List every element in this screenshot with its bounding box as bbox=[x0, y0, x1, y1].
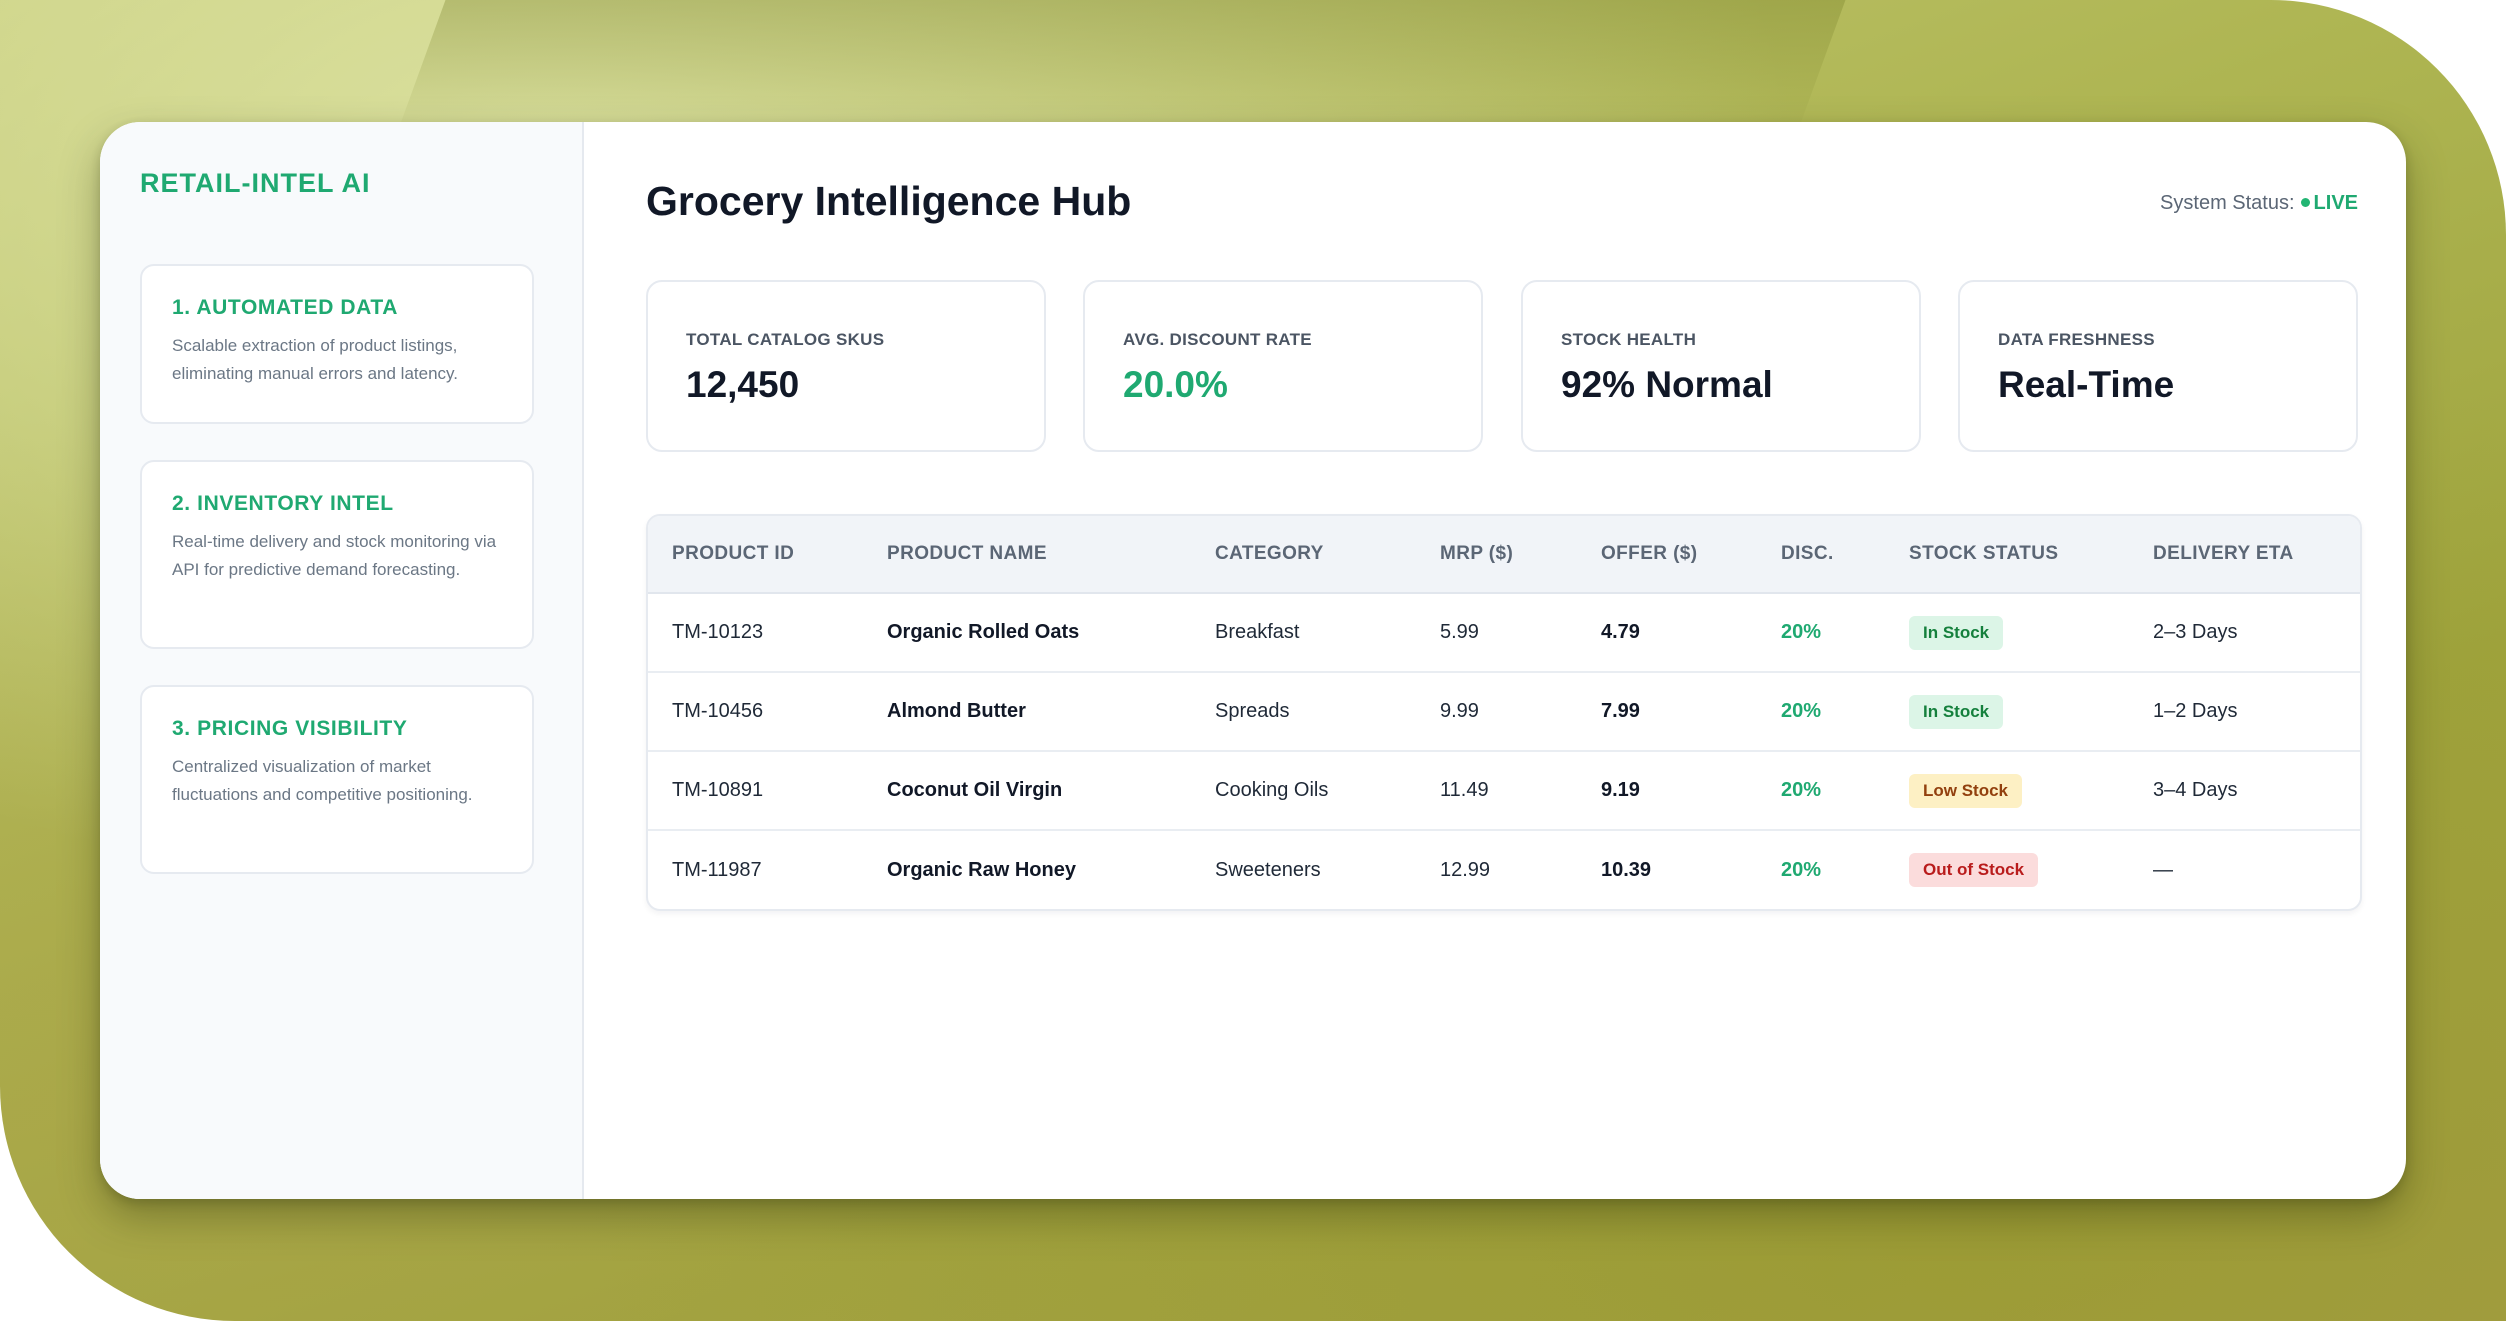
status-badge: In Stock bbox=[1909, 615, 2004, 650]
kpi-value: Real-Time bbox=[1998, 364, 2175, 405]
cell-offer: 10.39 bbox=[1577, 829, 1757, 909]
column-header-mrp[interactable]: MRP ($) bbox=[1416, 516, 1577, 594]
kpi-label: AVG. DISCOUNT RATE bbox=[1123, 330, 1312, 349]
product-table: PRODUCT ID PRODUCT NAME CATEGORY MRP ($)… bbox=[646, 514, 2362, 911]
kpi-label: STOCK HEALTH bbox=[1561, 330, 1697, 349]
sidebar-card-title: 2. INVENTORY INTEL bbox=[172, 492, 394, 515]
cell-delivery-eta: 1–2 Days bbox=[2129, 671, 2360, 751]
cell-stock-status: Low Stock bbox=[1885, 750, 2129, 830]
live-dot-icon bbox=[2300, 197, 2310, 207]
sidebar-card-description: Scalable extraction of product listings,… bbox=[172, 336, 458, 383]
cell-product-id: TM-10456 bbox=[648, 671, 863, 751]
column-header-stock-status[interactable]: STOCK STATUS bbox=[1885, 516, 2129, 594]
cell-category: Cooking Oils bbox=[1191, 750, 1416, 830]
status-badge: Out of Stock bbox=[1909, 853, 2039, 887]
sidebar: RETAIL-INTEL AI 1. AUTOMATED DATA Scalab… bbox=[100, 122, 584, 1199]
cell-category: Spreads bbox=[1191, 671, 1416, 751]
cell-category: Sweeteners bbox=[1191, 829, 1416, 909]
table-row[interactable]: TM-11987 Organic Raw Honey Sweeteners 12… bbox=[648, 829, 2360, 909]
cell-delivery-eta: 3–4 Days bbox=[2129, 750, 2360, 830]
cell-mrp: 12.99 bbox=[1416, 829, 1577, 909]
table-row[interactable]: TM-10891 Coconut Oil Virgin Cooking Oils… bbox=[648, 750, 2360, 830]
page-title: Grocery Intelligence Hub bbox=[646, 178, 1132, 224]
sidebar-card-pricing-visibility: 3. PRICING VISIBILITY Centralized visual… bbox=[140, 685, 534, 874]
cell-discount: 20% bbox=[1757, 750, 1885, 830]
table-header-row: PRODUCT ID PRODUCT NAME CATEGORY MRP ($)… bbox=[648, 516, 2360, 594]
brand-logo-text[interactable]: RETAIL-INTEL AI bbox=[140, 168, 371, 198]
table-row[interactable]: TM-10123 Organic Rolled Oats Breakfast 5… bbox=[648, 593, 2360, 672]
sidebar-card-description: Centralized visualization of market fluc… bbox=[172, 757, 473, 804]
cell-discount: 20% bbox=[1757, 829, 1885, 909]
sidebar-card-automated-data: 1. AUTOMATED DATA Scalable extraction of… bbox=[140, 264, 534, 424]
cell-product-id: TM-10123 bbox=[672, 621, 764, 643]
cell-product-name: Organic Raw Honey bbox=[863, 829, 1191, 909]
column-header-category[interactable]: CATEGORY bbox=[1191, 516, 1416, 594]
cell-product-name: Organic Rolled Oats bbox=[887, 621, 1080, 643]
cell-mrp: 11.49 bbox=[1416, 750, 1577, 830]
system-status: System Status: LIVE bbox=[2160, 192, 2358, 215]
column-header-offer[interactable]: OFFER ($) bbox=[1577, 516, 1757, 594]
column-header-discount[interactable]: DISC. bbox=[1757, 516, 1885, 594]
kpi-label: DATA FRESHNESS bbox=[1998, 330, 2155, 349]
cell-delivery-eta: 2–3 Days bbox=[2153, 621, 2238, 643]
dashboard-window: RETAIL-INTEL AI 1. AUTOMATED DATA Scalab… bbox=[100, 122, 2406, 1199]
background-highlight bbox=[394, 0, 1846, 140]
cell-discount: 20% bbox=[1757, 671, 1885, 751]
kpi-card-data-freshness: DATA FRESHNESS Real-Time bbox=[1958, 280, 2358, 452]
kpi-card-avg-discount: AVG. DISCOUNT RATE 20.0% bbox=[1083, 280, 1483, 452]
kpi-value: 12,450 bbox=[686, 364, 800, 405]
kpi-card-stock-health: STOCK HEALTH 92% Normal bbox=[1521, 280, 1921, 452]
sidebar-card-description: Real-time delivery and stock monitoring … bbox=[172, 532, 497, 579]
cell-offer: 7.99 bbox=[1577, 671, 1757, 751]
cell-product-name: Coconut Oil Virgin bbox=[863, 750, 1191, 830]
column-header-product-id[interactable]: PRODUCT ID bbox=[648, 516, 863, 594]
cell-product-id: TM-11987 bbox=[648, 829, 863, 909]
cell-product-name: Almond Butter bbox=[863, 671, 1191, 751]
cell-stock-status: In Stock bbox=[1885, 671, 2129, 751]
cell-product-id: TM-10891 bbox=[648, 750, 863, 830]
kpi-value: 92% Normal bbox=[1561, 364, 1773, 405]
cell-mrp: 9.99 bbox=[1416, 671, 1577, 751]
status-badge: Low Stock bbox=[1909, 773, 2023, 808]
column-header-product-name[interactable]: PRODUCT NAME bbox=[863, 516, 1191, 594]
cell-stock-status: In Stock bbox=[1885, 593, 2129, 672]
cell-offer: 4.79 bbox=[1601, 621, 1640, 643]
sidebar-card-inventory-intel: 2. INVENTORY INTEL Real-time delivery an… bbox=[140, 460, 534, 649]
cell-stock-status: Out of Stock bbox=[1885, 829, 2129, 909]
cell-discount: 20% bbox=[1781, 621, 1822, 643]
column-header-delivery-eta[interactable]: DELIVERY ETA bbox=[2129, 516, 2360, 594]
table-row[interactable]: TM-10456 Almond Butter Spreads 9.99 7.99… bbox=[648, 671, 2360, 751]
cell-offer: 9.19 bbox=[1577, 750, 1757, 830]
kpi-label: TOTAL CATALOG SKUS bbox=[686, 330, 885, 349]
cell-delivery-eta: — bbox=[2129, 829, 2360, 909]
kpi-card-total-skus: TOTAL CATALOG SKUS 12,450 bbox=[646, 280, 1046, 452]
kpi-value: 20.0% bbox=[1123, 364, 1228, 405]
system-status-value: LIVE bbox=[2313, 192, 2358, 214]
sidebar-card-title: 1. AUTOMATED DATA bbox=[172, 296, 399, 319]
sidebar-card-title: 3. PRICING VISIBILITY bbox=[172, 717, 408, 740]
main-content: Grocery Intelligence Hub System Status: L… bbox=[584, 122, 2406, 1199]
system-status-label: System Status: bbox=[2160, 192, 2295, 214]
status-badge: In Stock bbox=[1909, 694, 2004, 729]
cell-mrp: 5.99 bbox=[1440, 621, 1479, 643]
cell-category: Breakfast bbox=[1215, 621, 1300, 643]
